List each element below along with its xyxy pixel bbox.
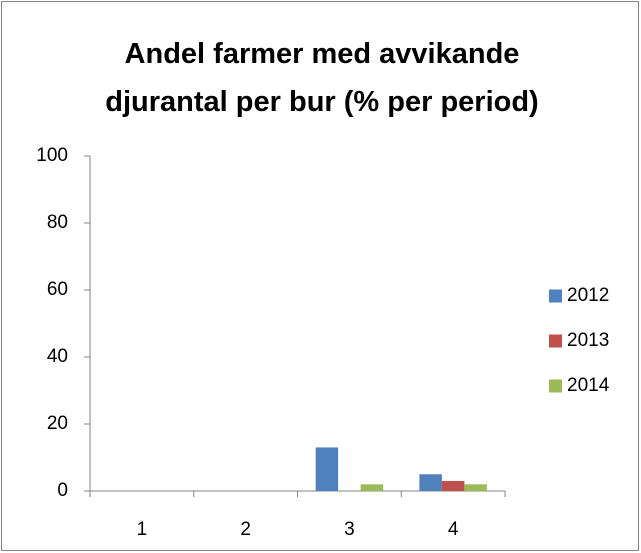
y-tick-label: 60 [47,279,68,300]
legend-label: 2013 [567,330,609,351]
y-tick-label: 20 [47,413,68,434]
x-tick-label: 1 [137,519,148,540]
legend-swatch [549,289,562,303]
bar [441,480,465,491]
chart-title: Andel farmer med avvikande djurantal per… [105,38,539,118]
legend-label: 2012 [567,285,609,306]
bar [315,447,339,491]
x-tick-label: 4 [448,519,459,540]
x-tick-label: 2 [240,519,251,540]
legend-swatch [549,334,562,348]
legend-swatch [549,379,562,393]
bar [464,484,487,491]
y-tick-label: 0 [57,480,68,501]
y-tick-label: 100 [36,145,68,166]
bar [360,484,384,491]
x-tick-label: 3 [344,519,355,540]
y-tick-label: 40 [47,346,68,367]
y-tick-label: 80 [47,212,68,233]
bar [419,474,442,491]
legend-label: 2014 [567,375,610,396]
